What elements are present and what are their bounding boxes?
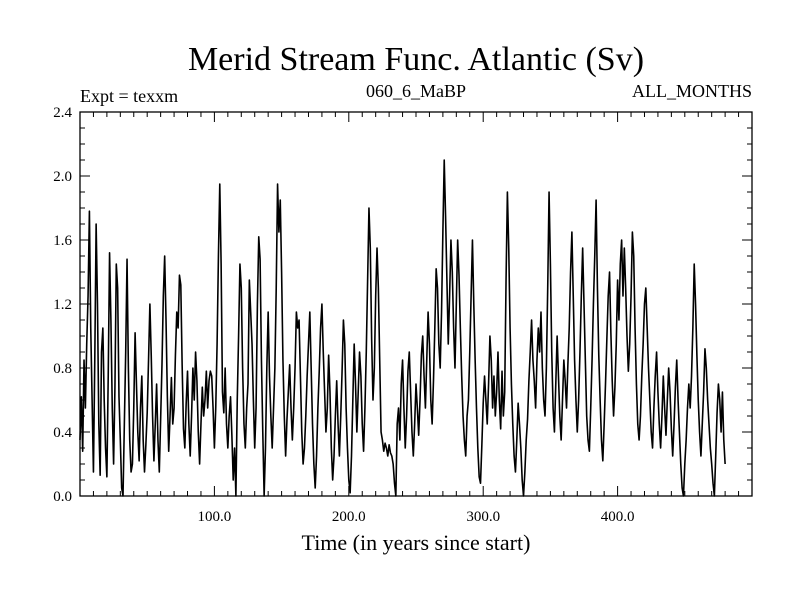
y-tick-label: 0.4 xyxy=(53,425,72,441)
y-tick-label: 2.4 xyxy=(53,105,72,121)
y-tick-label: 0.0 xyxy=(53,489,72,505)
chart-title: Merid Stream Func. Atlantic (Sv) xyxy=(188,41,644,78)
series-line xyxy=(79,159,726,497)
x-tick-label: 300.0 xyxy=(466,509,500,525)
y-tick-label: 1.6 xyxy=(53,233,72,249)
x-tick-label: 100.0 xyxy=(198,509,232,525)
series-layer xyxy=(79,159,726,497)
x-tick-label: 200.0 xyxy=(332,509,366,525)
y-tick-label: 0.8 xyxy=(53,361,72,377)
y-tick-label: 2.0 xyxy=(53,169,72,185)
chart-subtitle-left: Expt = texxm xyxy=(80,86,178,106)
chart-subtitle-center: 060_6_MaBP xyxy=(366,81,466,101)
chart-subtitle-right: ALL_MONTHS xyxy=(632,81,752,101)
x-tick-label: 400.0 xyxy=(601,509,635,525)
axis-tick-labels: 100.0 200.0 300.0 400.0 0.0 0.4 0.8 1.2 1.6 2.0 2.… xyxy=(53,105,634,525)
x-axis-label: Time (in years since start) xyxy=(302,530,531,555)
y-tick-label: 1.2 xyxy=(53,297,72,313)
plot-frame xyxy=(79,111,753,497)
